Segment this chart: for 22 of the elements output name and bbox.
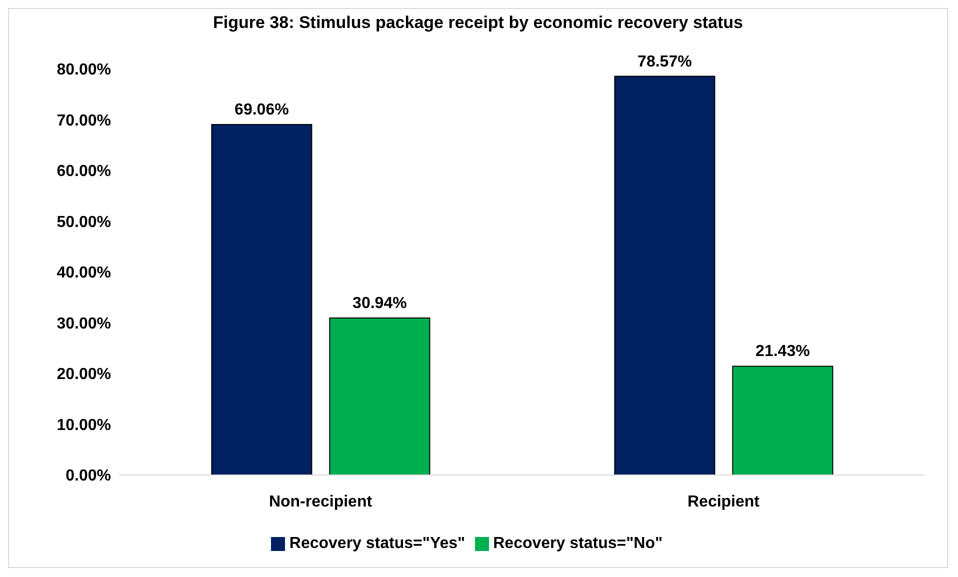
data-label: 30.94%	[352, 294, 407, 312]
bar	[211, 124, 312, 475]
data-label: 21.43%	[756, 343, 810, 360]
y-tick-label: 30.00%	[56, 315, 111, 332]
chart-title: Figure 38: Stimulus package receipt by economic recovery status	[212, 12, 744, 34]
y-tick-label: 10.00%	[56, 416, 111, 434]
bar	[614, 76, 716, 475]
legend-label: Recovery status="No"	[493, 535, 663, 552]
bar	[732, 366, 834, 475]
y-tick-label: 60.00%	[56, 163, 111, 180]
x-tick-label: Recipient	[687, 493, 760, 510]
y-tick-label: 50.00%	[56, 214, 111, 231]
data-label: 69.06%	[234, 102, 289, 119]
data-label: 78.57%	[638, 53, 692, 70]
bar	[329, 317, 430, 475]
y-tick-label: 20.00%	[56, 366, 111, 384]
y-tick-label: 0.00%	[66, 468, 111, 485]
legend-label: Recovery status="Yes"	[289, 535, 466, 552]
y-tick-label: 70.00%	[56, 112, 111, 130]
x-tick-label: Non-recipient	[268, 493, 373, 510]
y-tick-label: 40.00%	[56, 264, 111, 282]
y-tick-label: 80.00%	[56, 62, 111, 79]
